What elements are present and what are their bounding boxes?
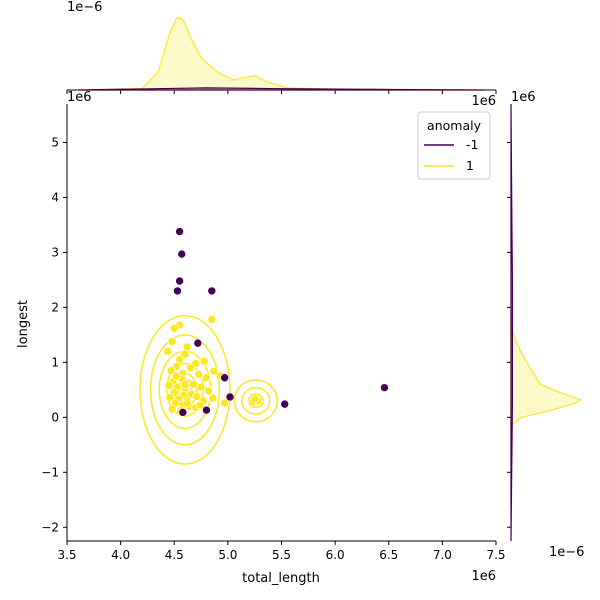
point-series-1-24	[204, 386, 213, 396]
point-series--1-8	[202, 405, 211, 415]
point-series-1-19	[189, 380, 198, 389]
x-tick-label-6: 6.5	[379, 548, 398, 562]
point-series-1-10	[186, 363, 195, 373]
top-marginal-curve-1	[77, 87, 486, 91]
point-series-1-4	[182, 342, 192, 352]
point-series-1-14	[194, 370, 204, 379]
top-marginal-curve-0	[77, 17, 486, 91]
point-series-1-12	[166, 366, 176, 375]
point-series-1-15	[202, 373, 211, 383]
point-series-1-2	[169, 323, 179, 333]
point-series-1-5	[163, 347, 173, 356]
point-series-1-43	[220, 398, 229, 408]
point-series-1-9	[199, 356, 209, 366]
point-series-1-0	[207, 315, 217, 324]
y-axis-label: longest	[16, 300, 31, 348]
x-tick-label-1: 4.0	[111, 548, 130, 562]
point-series-1-7	[175, 355, 184, 364]
point-series--1-4	[207, 286, 217, 296]
x-axis-label: total_length	[242, 571, 320, 586]
point-series-1-20	[164, 381, 174, 390]
right-marginal-curve-0	[510, 315, 583, 427]
x-tick-label-2: 4.5	[165, 548, 184, 562]
point-series--1-0	[175, 227, 184, 236]
x-tick-label-0: 3.5	[57, 548, 76, 562]
point-series--1-10	[280, 399, 290, 409]
point-series-1-29	[165, 393, 175, 402]
density-contour-1-0	[233, 379, 278, 423]
main-axes: 3.5 4.0 4.5 5.0 5.5 6.0 6.5 7.0 7.5 −2 −1 0 1 2 3 4 5	[41, 90, 511, 562]
right-y-scale-label: 1e6	[511, 90, 536, 105]
right-marginal-scale-label: 1e−6	[549, 545, 584, 560]
point-series-1-40	[182, 399, 192, 408]
density-contour-1-1	[241, 386, 271, 415]
point-series-1-23	[196, 382, 206, 392]
legend-label-pos1: 1	[466, 158, 474, 173]
density-contour-0-0	[139, 314, 231, 465]
point-series-1-49	[180, 380, 190, 389]
y-tick-label-3: 1	[51, 355, 59, 369]
point-series-1-38	[167, 404, 177, 414]
point-series-1-46	[250, 394, 259, 404]
x-tick-label-5: 6.0	[326, 548, 345, 562]
top-marginal-kde	[67, 17, 496, 91]
x-tick-label-8: 7.5	[486, 548, 505, 562]
point-series--1-5	[193, 338, 203, 348]
point-series-1-33	[208, 393, 218, 403]
y-scale-label: 1e6	[67, 90, 92, 105]
point-series--1-9	[178, 408, 188, 417]
point-series-1-47	[209, 366, 219, 376]
density-contour-0-1	[149, 334, 221, 446]
right-marginal-kde	[510, 103, 583, 542]
point-series--1-6	[220, 373, 229, 383]
y-tick-label-6: 4	[51, 190, 59, 204]
x-scale-label: 1e6	[471, 569, 496, 584]
density-contour-1-2	[247, 393, 265, 409]
point-series--1-3	[173, 286, 182, 296]
scatter-points	[163, 227, 389, 417]
y-tick-label-1: −1	[41, 465, 59, 479]
legend-title: anomaly	[427, 118, 482, 133]
y-tick-label-4: 2	[51, 300, 59, 314]
point-series--1-2	[175, 276, 184, 286]
point-series--1-11	[380, 383, 389, 392]
point-series-1-41	[195, 400, 205, 410]
top-marginal-scale-label: 1e−6	[67, 0, 102, 15]
point-series--1-7	[225, 392, 235, 402]
x-tick-label-4: 5.5	[272, 548, 291, 562]
point-series-1-6	[180, 349, 190, 359]
point-series-1-3	[167, 337, 177, 346]
point-series-1-28	[192, 392, 202, 401]
legend: anomaly -1 1	[417, 111, 491, 180]
y-tick-label-5: 3	[51, 245, 59, 259]
point-series-1-48	[172, 371, 181, 381]
y-tick-label-7: 5	[51, 135, 59, 149]
right-x-scale-label: 1e6	[471, 94, 496, 109]
x-tick-label-3: 5.0	[218, 548, 237, 562]
right-marginal-curve-1	[510, 103, 513, 542]
x-tick-label-7: 7.0	[433, 548, 452, 562]
point-series--1-1	[177, 249, 187, 259]
y-tick-label-0: −2	[41, 520, 59, 534]
y-tick-label-2: 0	[51, 410, 59, 424]
legend-label-neg1: -1	[466, 137, 478, 152]
